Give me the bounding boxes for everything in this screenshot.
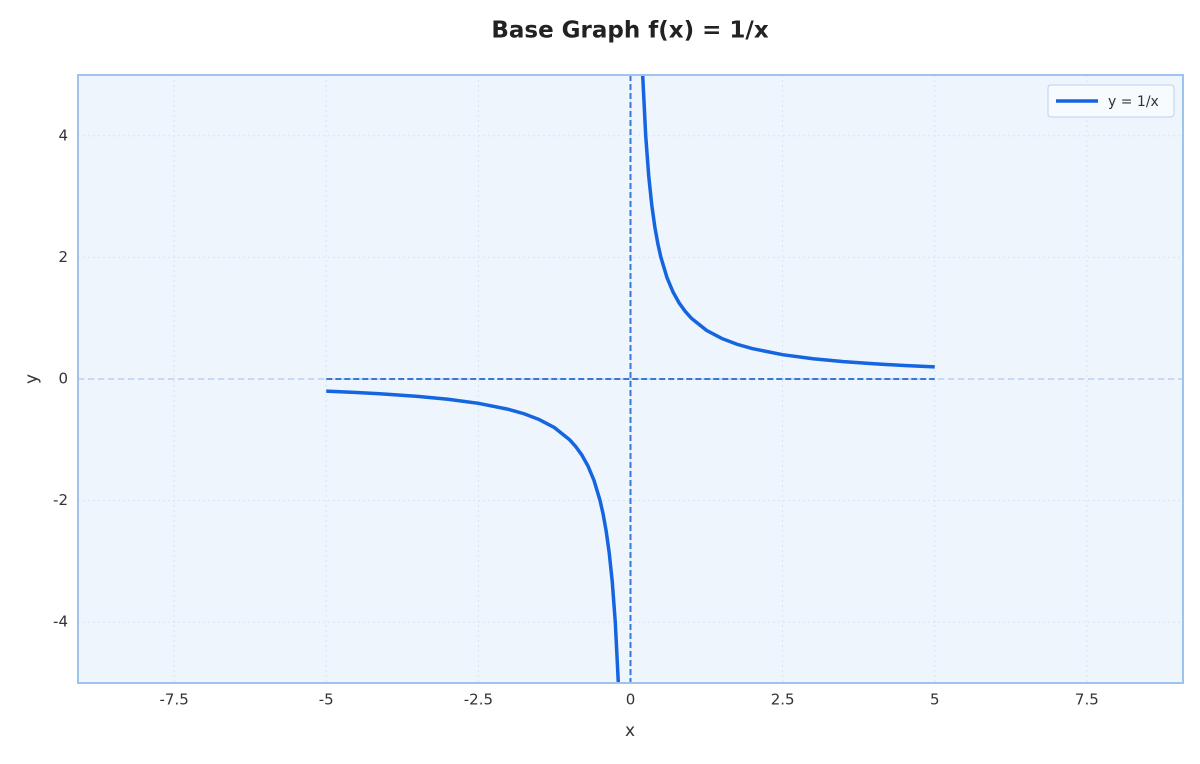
chart-title: Base Graph f(x) = 1/x [491,18,768,44]
x-tick-label: 0 [626,691,636,709]
x-tick-label: 5 [930,691,940,709]
legend-box [1047,84,1175,118]
line [326,75,935,683]
y-axis-label: y [22,374,42,384]
x-tick-label: 2.5 [771,691,795,709]
x-tick-label: -5 [319,691,334,709]
plot-border [77,74,1184,684]
y-tick-label: 4 [58,126,68,144]
x-tick-label: 7.5 [1075,691,1099,709]
y-tick-label: 0 [58,370,68,388]
x-tick-label: -7.5 [159,691,188,709]
y-tick-label: -2 [53,491,68,509]
x-axis-label: x [625,721,635,741]
x-tick-label: -2.5 [464,691,493,709]
y-tick-label: -4 [53,613,68,631]
y-tick-label: 2 [58,248,68,266]
legend-label: y = 1/x [1108,94,1159,110]
